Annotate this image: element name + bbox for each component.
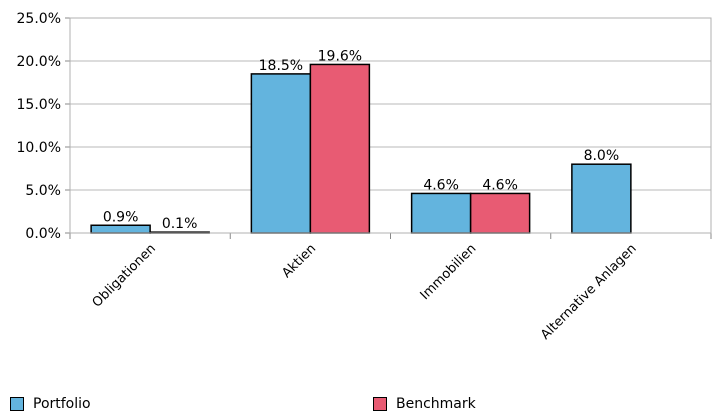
bar-portfolio-alternative-anlagen — [571, 163, 632, 234]
bar-benchmark-immobilien — [469, 192, 531, 234]
bar-portfolio-immobilien — [410, 192, 472, 234]
legend-swatch-benchmark — [373, 397, 387, 411]
x-tick-label: Aktien — [279, 241, 319, 281]
bar-portfolio-obligationen — [90, 224, 151, 234]
data-label: 0.1% — [162, 216, 198, 232]
data-label: 4.6% — [482, 177, 518, 193]
legend-swatch-portfolio — [10, 397, 24, 411]
x-tick-label: Immobilien — [418, 241, 480, 303]
plot-area-frame — [69, 17, 712, 234]
y-tick-label: 20.0% — [17, 54, 61, 70]
y-tick-label: 15.0% — [17, 97, 61, 113]
data-label: 19.6% — [318, 48, 362, 64]
data-label: 8.0% — [584, 148, 620, 164]
y-axis-ticks: 0.0% 5.0% 10.0% 15.0% 20.0% 25.0% — [17, 11, 70, 242]
data-label: 4.6% — [423, 177, 459, 193]
x-tick-label: Obligationen — [90, 241, 159, 310]
y-tick-label: 25.0% — [17, 11, 61, 27]
data-label: 0.9% — [103, 209, 139, 225]
legend-label-benchmark: Benchmark — [396, 396, 476, 412]
y-tick-label: 0.0% — [25, 226, 61, 242]
x-axis-ticks: Obligationen Aktien Immobilien Alternative … — [69, 233, 712, 343]
legend-label-portfolio: Portfolio — [33, 396, 91, 412]
bar-benchmark-aktien — [309, 63, 371, 234]
y-tick-label: 10.0% — [17, 140, 61, 156]
bars — [90, 63, 632, 234]
legend-item-portfolio: Portfolio — [10, 396, 91, 412]
y-tick-label: 5.0% — [25, 183, 61, 199]
data-label: 18.5% — [259, 58, 303, 74]
bar-chart: 0.0% 5.0% 10.0% 15.0% 20.0% 25.0% 0.9% 0.1% 18.… — [17, 11, 712, 343]
data-labels: 0.9% 0.1% 18.5% 19.6% 4.6% 4.6% 8.0% — [103, 48, 619, 232]
legend-item-benchmark: Benchmark — [373, 396, 476, 412]
x-tick-label: Alternative Anlagen — [538, 241, 640, 343]
bar-portfolio-aktien — [250, 73, 312, 234]
legend: Portfolio Benchmark — [0, 396, 715, 416]
